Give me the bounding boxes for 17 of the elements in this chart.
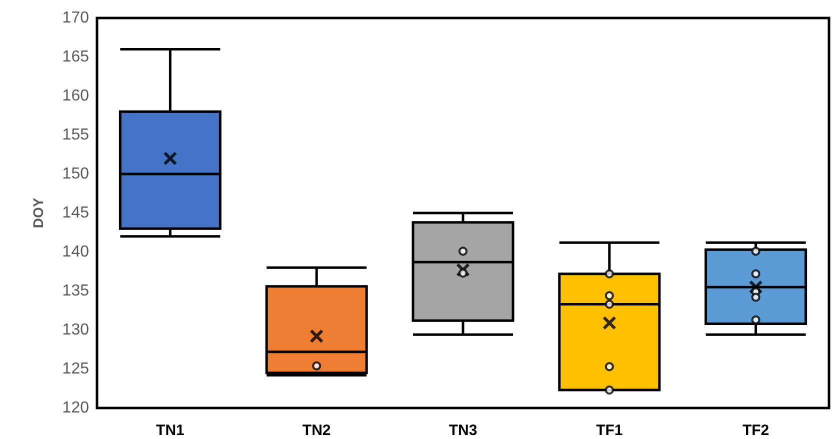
y-axis-title: DOY <box>30 197 46 228</box>
y-tick-label: 170 <box>62 10 90 26</box>
x-tick-label: TN3 <box>448 422 478 439</box>
y-tick-label: 135 <box>62 282 90 300</box>
y-tick-label: 145 <box>62 204 90 222</box>
x-tick-label: TN2 <box>302 422 331 439</box>
y-tick-label: 160 <box>62 88 90 104</box>
y-tick-label: 150 <box>62 166 90 182</box>
y-tick-label: 125 <box>62 360 90 378</box>
x-tick-label: TF2 <box>742 422 770 439</box>
x-tick-label: TF1 <box>596 422 623 439</box>
y-tick-label: 130 <box>62 322 90 338</box>
y-tick-label: 165 <box>62 48 90 66</box>
y-tick-label: 120 <box>62 400 90 416</box>
y-tick-label: 155 <box>62 126 90 144</box>
y-tick-label: 140 <box>62 244 90 260</box>
x-tick-label: TN1 <box>156 422 184 439</box>
